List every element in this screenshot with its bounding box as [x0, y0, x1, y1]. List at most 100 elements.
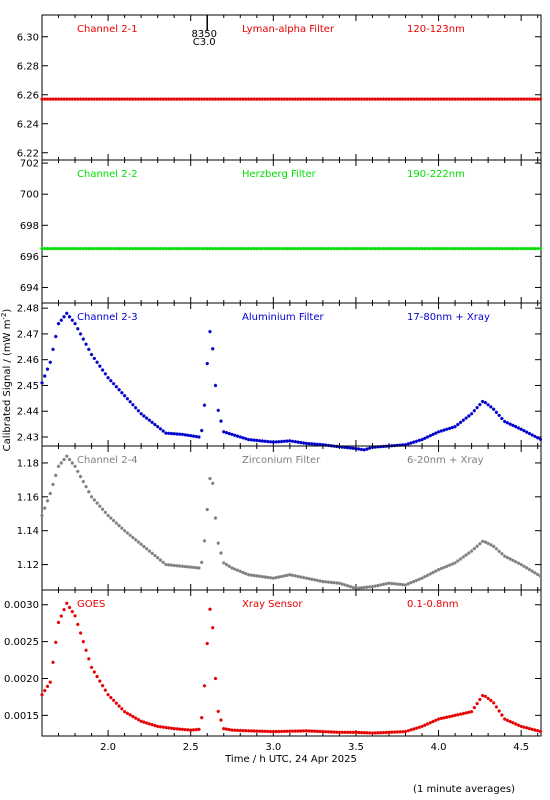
data-point	[436, 430, 441, 434]
data-point	[368, 97, 372, 101]
data-point	[334, 581, 339, 585]
data-point	[340, 445, 344, 449]
data-point	[467, 97, 471, 101]
data-point	[522, 564, 526, 568]
data-point	[100, 683, 105, 688]
data-point	[133, 246, 138, 251]
data-point	[445, 564, 449, 568]
data-point	[213, 383, 218, 388]
data-point	[98, 97, 102, 101]
data-point	[136, 540, 141, 544]
data-point	[106, 693, 110, 697]
filter-label: Zirconium Filter	[242, 455, 321, 466]
averaging-note: (1 minute averages)	[413, 784, 515, 795]
data-point	[257, 574, 262, 578]
data-point	[211, 347, 215, 351]
series-points	[40, 454, 543, 591]
data-point	[252, 246, 256, 251]
data-point	[293, 246, 298, 251]
data-point	[222, 246, 226, 251]
band-label: 190-222nm	[407, 169, 465, 180]
data-point	[213, 246, 218, 251]
data-point	[177, 97, 182, 101]
data-point	[329, 580, 333, 585]
data-point	[144, 547, 149, 551]
data-point	[208, 607, 212, 611]
data-point	[40, 693, 44, 697]
data-point	[189, 728, 193, 732]
y-tick-label: 1.16	[17, 492, 39, 503]
data-point	[522, 246, 526, 251]
data-point	[478, 97, 482, 101]
data-point	[491, 97, 496, 101]
data-point	[238, 246, 242, 251]
data-point	[304, 576, 309, 580]
data-point	[169, 246, 174, 251]
y-tick-label: 0.0025	[4, 637, 39, 648]
data-point	[279, 574, 284, 579]
data-point	[136, 246, 141, 251]
data-point	[257, 729, 262, 733]
y-tick-label: 1.14	[17, 526, 39, 537]
data-point	[200, 246, 204, 251]
data-point	[73, 97, 77, 101]
data-point	[398, 246, 402, 251]
data-point	[414, 578, 419, 583]
y-tick-label: 2.45	[17, 381, 39, 392]
data-point	[362, 448, 366, 452]
data-point	[464, 416, 468, 420]
data-point	[409, 97, 413, 101]
data-point	[381, 730, 386, 735]
data-point	[67, 315, 72, 319]
data-point	[183, 564, 187, 569]
y-axis-title: Calibrated Signal / (mW m-2)	[0, 309, 13, 452]
data-point	[403, 246, 408, 251]
data-point	[260, 246, 265, 251]
data-point	[128, 713, 132, 717]
data-point	[379, 97, 383, 101]
data-point	[111, 246, 116, 251]
data-point	[345, 445, 350, 450]
data-point	[343, 246, 347, 251]
data-point	[164, 97, 168, 101]
data-point	[169, 97, 174, 101]
data-point	[213, 516, 218, 520]
data-point	[387, 581, 391, 585]
data-point	[81, 97, 86, 101]
data-point	[323, 729, 328, 734]
data-point	[315, 729, 320, 734]
data-point	[387, 730, 391, 735]
data-point	[244, 246, 248, 251]
data-point	[194, 565, 198, 570]
data-point	[51, 246, 55, 251]
data-point	[480, 539, 485, 544]
data-point	[200, 715, 204, 720]
data-point	[467, 414, 471, 418]
data-point	[282, 439, 287, 443]
data-point	[266, 575, 270, 580]
data-point	[469, 97, 474, 101]
data-point	[516, 561, 521, 565]
data-point	[304, 246, 309, 251]
data-point	[442, 716, 446, 720]
data-point	[395, 582, 399, 586]
data-point	[376, 445, 380, 449]
data-point	[263, 439, 267, 443]
data-point	[412, 579, 416, 584]
data-point	[428, 433, 432, 438]
data-point	[461, 555, 466, 559]
data-point	[136, 97, 141, 101]
data-point	[180, 97, 185, 101]
panel-2: 694 696 698 700 702 Channel 2-2 Herzberg Filte…	[20, 159, 543, 304]
data-point	[323, 443, 328, 447]
data-point	[420, 437, 424, 442]
data-point	[263, 97, 267, 101]
data-point	[489, 97, 493, 101]
data-point	[131, 97, 135, 101]
data-point	[235, 434, 240, 438]
data-point	[155, 246, 160, 251]
data-point	[219, 246, 223, 251]
data-point	[266, 439, 270, 444]
data-point	[111, 698, 116, 703]
